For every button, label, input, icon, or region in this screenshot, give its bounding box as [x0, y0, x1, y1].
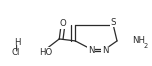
Text: H: H — [14, 38, 21, 47]
Text: Cl: Cl — [11, 48, 20, 57]
Text: NH: NH — [132, 36, 145, 45]
Text: N: N — [88, 46, 94, 55]
Text: N: N — [102, 46, 108, 55]
Text: 2: 2 — [143, 43, 147, 49]
Text: O: O — [59, 19, 66, 28]
Text: S: S — [111, 18, 116, 27]
Text: HO: HO — [39, 48, 52, 57]
